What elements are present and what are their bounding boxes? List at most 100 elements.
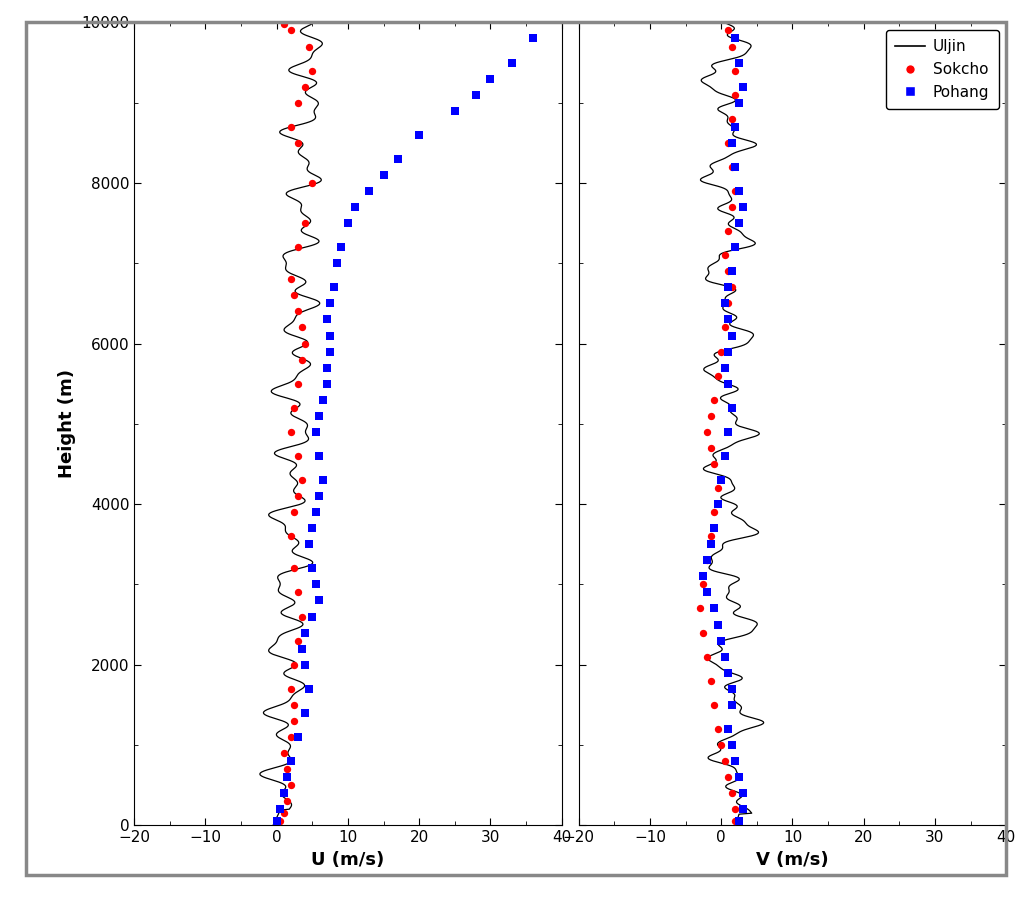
Point xyxy=(699,553,715,568)
Point xyxy=(720,280,737,294)
Point xyxy=(728,184,744,198)
Point xyxy=(286,288,302,302)
Point xyxy=(735,786,751,800)
Point xyxy=(720,224,737,239)
Point xyxy=(703,674,719,688)
Point xyxy=(720,296,737,310)
Point xyxy=(728,160,744,174)
Point xyxy=(703,440,719,455)
Point xyxy=(709,369,725,383)
Point xyxy=(311,448,327,463)
Point xyxy=(283,529,299,544)
Point xyxy=(696,625,712,640)
Point xyxy=(728,753,744,768)
Point xyxy=(723,328,740,343)
Point xyxy=(293,353,310,367)
Point xyxy=(699,649,715,664)
Point xyxy=(696,570,712,584)
Point xyxy=(706,698,722,712)
Point xyxy=(716,320,733,335)
Point xyxy=(525,31,542,46)
Point xyxy=(297,706,314,720)
Point xyxy=(723,698,740,712)
Point xyxy=(735,802,751,816)
Point xyxy=(300,39,317,54)
Point xyxy=(279,770,295,784)
Point xyxy=(728,802,744,816)
Point xyxy=(482,72,498,86)
Point xyxy=(731,184,747,198)
Point xyxy=(728,64,744,78)
Point xyxy=(716,361,733,375)
Point xyxy=(723,786,740,800)
Point xyxy=(731,56,747,70)
Point xyxy=(447,103,463,118)
Point xyxy=(279,794,295,808)
Point xyxy=(304,609,321,623)
Point xyxy=(340,216,356,231)
Point xyxy=(283,778,299,792)
Point xyxy=(728,31,744,46)
Point xyxy=(332,240,349,255)
Point xyxy=(706,457,722,471)
Point xyxy=(322,296,338,310)
Point xyxy=(290,489,307,503)
Point xyxy=(411,127,427,142)
Point xyxy=(290,135,307,150)
Point xyxy=(300,682,317,696)
Point xyxy=(308,505,324,519)
Point xyxy=(723,160,740,174)
Point xyxy=(283,730,299,745)
Point xyxy=(691,601,708,615)
Point xyxy=(731,770,747,784)
Point xyxy=(283,23,299,38)
Point xyxy=(290,240,307,255)
Point xyxy=(720,666,737,680)
Point xyxy=(290,448,307,463)
Point xyxy=(300,537,317,552)
Point xyxy=(731,814,747,829)
Point xyxy=(308,578,324,592)
Point xyxy=(297,658,314,672)
Point xyxy=(376,168,392,182)
Point xyxy=(318,361,334,375)
Point xyxy=(706,505,722,519)
Point xyxy=(293,473,310,487)
Point xyxy=(703,529,719,544)
Point xyxy=(467,88,484,102)
Point xyxy=(713,737,730,752)
Point xyxy=(325,280,342,294)
X-axis label: V (m/s): V (m/s) xyxy=(756,850,829,868)
Point xyxy=(723,200,740,214)
Point xyxy=(283,119,299,134)
Point xyxy=(706,393,722,407)
Point xyxy=(347,200,363,214)
Point xyxy=(713,633,730,648)
Point xyxy=(723,264,740,278)
Point xyxy=(276,786,292,800)
Point xyxy=(297,216,314,231)
Point xyxy=(304,521,321,536)
Point xyxy=(322,328,338,343)
Point xyxy=(304,64,321,78)
Point xyxy=(276,806,292,821)
Y-axis label: Height (m): Height (m) xyxy=(58,370,75,478)
Point xyxy=(276,17,292,31)
Point xyxy=(720,722,737,736)
Point xyxy=(720,377,737,391)
Point xyxy=(735,200,751,214)
Point xyxy=(709,617,725,631)
Point xyxy=(735,80,751,94)
Point xyxy=(723,401,740,415)
Point xyxy=(329,257,346,271)
Point xyxy=(699,585,715,599)
Point xyxy=(286,401,302,415)
Point xyxy=(706,521,722,536)
Point xyxy=(709,722,725,736)
Point xyxy=(286,714,302,728)
Point xyxy=(297,80,314,94)
Point xyxy=(286,505,302,519)
Point xyxy=(716,448,733,463)
Point xyxy=(286,562,302,576)
Point xyxy=(716,649,733,664)
